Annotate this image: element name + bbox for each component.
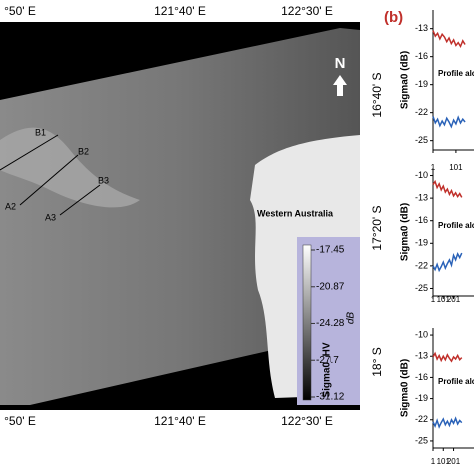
y-tick-label: -13 [415, 351, 428, 361]
y-tick-label: -19 [415, 393, 428, 403]
colorbar-tick-label: -20.87 [316, 281, 345, 292]
x-tick-label: 101 [437, 295, 451, 304]
profile-text: Profile along [438, 377, 474, 386]
colorbar-unit: dB [346, 312, 357, 325]
lat-label: 17°20' S [370, 205, 384, 250]
x-tick-label: 1 [431, 457, 436, 466]
y-tick-label: -10 [415, 170, 428, 180]
y-tick-label: -25 [415, 435, 428, 445]
colorbar-tick-label: -27.7 [316, 355, 339, 366]
x-tick-label: 1 [431, 295, 436, 304]
profile-line [432, 179, 463, 199]
x-tick-label: 101 [437, 457, 451, 466]
x-tick-label: 101 [449, 163, 463, 172]
profile-text: Profile along [438, 69, 474, 78]
y-tick-label: -16 [415, 372, 428, 382]
north-arrow [333, 75, 347, 96]
lon-label: °50' E [4, 4, 36, 18]
profile-line [432, 416, 463, 429]
x-tick-label: 201 [447, 295, 461, 304]
lon-label: 121°40' E [154, 4, 206, 18]
lon-label: °50' E [4, 414, 36, 428]
profile-line [19, 154, 79, 206]
y-tick-label: -10 [415, 329, 428, 339]
x-tick-label: 1 [431, 163, 436, 172]
north-label: N [335, 55, 346, 72]
lat-label: 18° S [370, 347, 384, 376]
panel-label: (b) [384, 9, 403, 26]
profile-line [432, 251, 463, 273]
y-tick-label: -19 [415, 238, 428, 248]
y-tick-label: -13 [415, 23, 428, 33]
colorbar [302, 244, 312, 401]
profile-line [432, 115, 466, 129]
colorbar-tick-label: -17.45 [316, 245, 345, 256]
colorbar-tick-label: -24.28 [316, 318, 345, 329]
y-tick-label: -19 [415, 79, 428, 89]
y-tick-label: -22 [415, 107, 428, 117]
lat-label: 16°40' S [370, 72, 384, 117]
point-label: A2 [5, 201, 16, 211]
y-axis-label: Sigma0 (dB) [400, 51, 411, 109]
y-tick-label: -22 [415, 414, 428, 424]
y-tick-label: -25 [415, 283, 428, 293]
colorbar-tick-label: -31.12 [316, 392, 345, 403]
point-label: B1 [35, 127, 46, 137]
y-tick-label: -25 [415, 135, 428, 145]
slick [0, 127, 140, 208]
point-label: A3 [45, 212, 56, 222]
x-tick-label: 201 [447, 457, 461, 466]
profile-line [59, 184, 101, 216]
y-tick-label: -16 [415, 51, 428, 61]
place-label: Western Australia [257, 208, 334, 218]
y-tick-label: -22 [415, 260, 428, 270]
profile-line [0, 134, 59, 171]
point-label: B2 [78, 146, 89, 156]
profile-line [432, 351, 463, 363]
profile-text: Profile along [438, 221, 474, 230]
point-label: B3 [98, 175, 109, 185]
y-axis-label: Sigma0 (dB) [400, 359, 411, 417]
y-tick-label: -13 [415, 192, 428, 202]
lon-label: 122°30' E [281, 414, 333, 428]
colorbar-label: Sigma0_HV [322, 342, 333, 397]
y-axis-label: Sigma0 (dB) [400, 203, 411, 261]
lon-label: 122°30' E [281, 4, 333, 18]
lon-label: 121°40' E [154, 414, 206, 428]
profile-line [432, 30, 466, 49]
y-tick-label: -16 [415, 215, 428, 225]
